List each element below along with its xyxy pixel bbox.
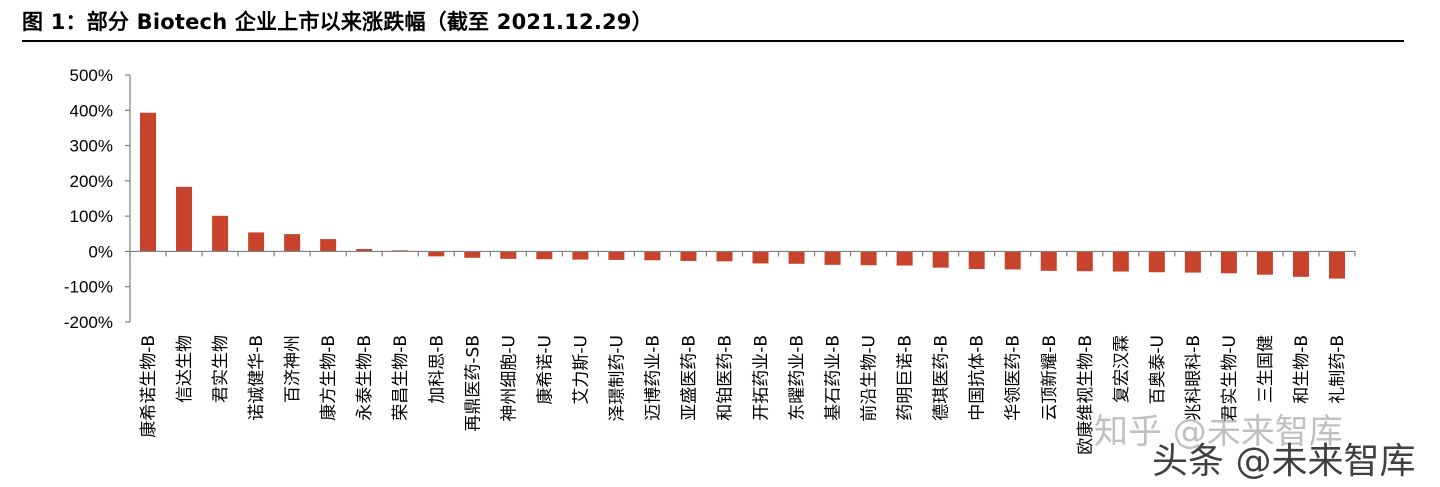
bar [968,251,985,270]
category-label: 和生物-B [1292,335,1312,404]
bar [140,112,157,252]
category-label: 东曜药业-B [788,335,808,421]
bar [1076,251,1093,272]
chart-title: 图 1：部分 Biotech 企业上市以来涨跌幅（截至 2021.12.29） [22,10,653,34]
category-label: 泽璟制药-U [607,335,627,422]
bar [356,248,373,252]
category-label: 永泰生物-B [355,335,375,421]
bar [824,251,841,265]
category-label: 康方生物-B [319,335,339,421]
bar [464,251,481,258]
bar [572,251,589,260]
y-tick-label: 0% [88,242,113,261]
y-tick-label: 300% [70,137,113,156]
category-label: 百济神州 [283,335,303,403]
bar [860,251,877,266]
category-label: 康希诺生物-B [139,335,159,438]
category-label: 华领医药-B [1004,335,1024,421]
category-label: 百奥泰-U [1148,335,1168,405]
y-tick-label: 400% [70,101,113,120]
category-label: 康希诺-U [535,335,555,405]
category-label: 兆科眼科-B [1184,335,1204,421]
bar [896,251,913,266]
bar [932,251,949,268]
bar [752,251,769,264]
bar [1220,251,1237,274]
category-label: 药明巨诺-B [896,335,916,421]
bar [1040,251,1057,271]
bar [284,234,301,252]
category-label: 复宏汉霖 [1112,335,1132,403]
bar [1328,251,1345,279]
category-label: 迈博药业-B [643,335,663,421]
y-tick-label: 100% [70,207,113,226]
category-label: 云顶新耀-B [1040,335,1060,421]
category-label: 亚盛医药-B [679,335,699,421]
category-label: 中国抗体-B [968,335,988,421]
bar [1256,251,1273,275]
bar [788,251,805,264]
category-label: 和铂医药-B [715,335,735,421]
category-label: 前沿生物-U [860,335,880,422]
bar [248,232,265,252]
x-axis [129,250,1356,257]
category-label: 欧康维视生物-B [1076,335,1096,455]
category-label: 君实生物 [211,335,231,403]
bar [1292,251,1309,277]
bar [1148,251,1165,273]
bar [536,251,553,260]
bar [212,215,229,252]
bar [500,251,517,259]
category-label: 基石药业-B [824,335,844,421]
y-tick-label: 500% [70,66,113,85]
bar [644,251,661,261]
y-tick-label: -100% [64,278,113,297]
y-tick-label: 200% [70,172,113,191]
category-label: 荣昌生物-B [391,335,411,421]
category-label: 礼制药-B [1328,335,1348,404]
category-label: 诺诚健华-B [247,335,267,421]
bar [1184,251,1201,273]
category-label: 三生国健 [1256,335,1276,403]
category-labels: 康希诺生物-B 信达生物 君实生物 诺诚健华-B 百济神州 康方生物-B 永泰生物-B 荣昌生… [139,335,1348,455]
bar [608,251,625,260]
category-label: 信达生物 [175,335,195,403]
bar [428,251,445,257]
category-label: 艾力斯-U [571,335,591,405]
y-tick-label: -200% [64,313,113,332]
category-label: 德琪医药-B [932,335,952,421]
category-label: 君实生物-U [1220,335,1240,422]
bar [176,186,193,252]
category-label: 神州细胞-U [499,335,519,422]
bar [1112,251,1129,272]
category-label: 再鼎医药-SB [463,335,483,432]
bar [716,251,733,262]
category-label: 加科思-B [427,335,447,404]
category-label: 开拓药业-B [752,335,772,421]
title-divider [22,40,1404,42]
bar [1004,251,1021,270]
bar [320,239,337,252]
bar [680,251,697,261]
y-axis: 500% 400% 300% 200% 100% 0% -100% -200% [64,66,131,332]
